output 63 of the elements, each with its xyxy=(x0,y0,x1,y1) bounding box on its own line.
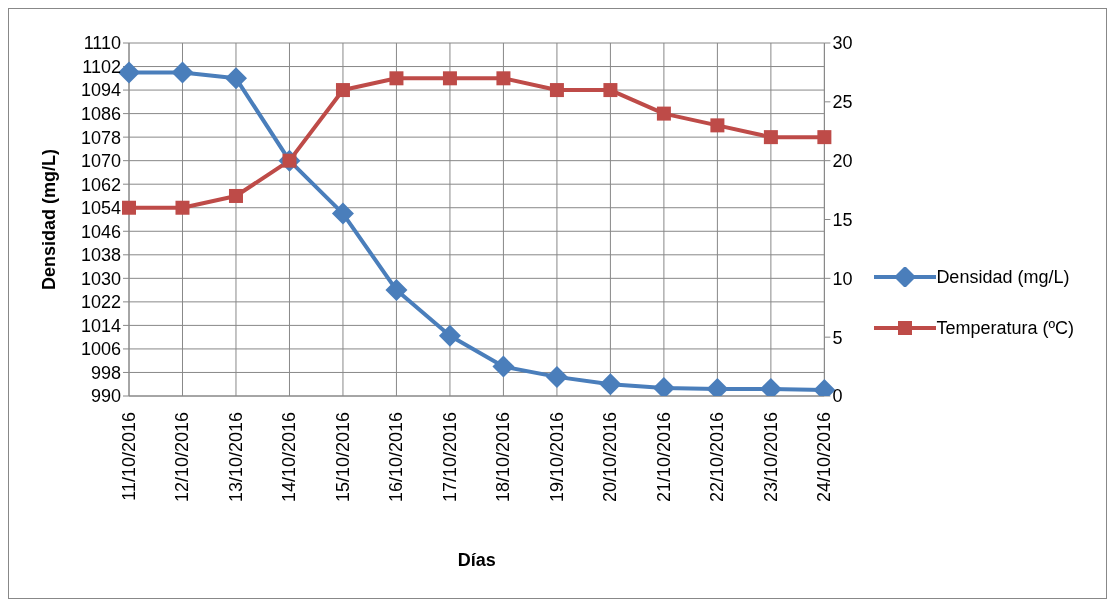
y-tick-label: 1094 xyxy=(80,80,121,101)
point xyxy=(389,71,404,86)
y-tick-label: 1014 xyxy=(80,315,121,336)
x-tick-label: 11/10/2016 xyxy=(119,412,139,501)
y2-tick-label: 10 xyxy=(832,268,853,289)
point xyxy=(228,188,243,203)
x-tick-label: 18/10/2016 xyxy=(493,412,514,503)
y-tick-label: 1046 xyxy=(80,221,121,242)
legend-label: Densidad (mg/L) xyxy=(936,266,1070,288)
point xyxy=(817,130,832,145)
x-tick-label: 22/10/2016 xyxy=(707,412,728,503)
y-tick-label: 1086 xyxy=(80,103,121,124)
y-tick-label: 990 xyxy=(90,386,121,407)
y2-tick-label: 30 xyxy=(832,33,853,54)
y-tick-label: 1022 xyxy=(80,292,121,313)
x-tick-label: 15/10/2016 xyxy=(332,412,353,503)
legend-label: Temperatura (ºC) xyxy=(936,317,1074,339)
y-tick-label: 1062 xyxy=(80,174,121,195)
y-tick-label: 1006 xyxy=(80,339,121,360)
x-tick-label: 13/10/2016 xyxy=(225,412,246,503)
y-tick-label: 1030 xyxy=(80,268,121,289)
point xyxy=(175,200,190,215)
point xyxy=(603,83,618,98)
x-tick-label: 24/10/2016 xyxy=(814,412,835,503)
x-tick-label: 14/10/2016 xyxy=(279,412,300,503)
point xyxy=(656,106,671,121)
x-tick-label: 21/10/2016 xyxy=(653,412,674,503)
point xyxy=(442,71,457,86)
x-tick-label: 23/10/2016 xyxy=(760,412,781,503)
y2-tick-label: 20 xyxy=(832,151,853,172)
point xyxy=(224,67,247,90)
point xyxy=(545,365,568,388)
y2-tick-label: 0 xyxy=(832,386,843,407)
y-tick-label: 1038 xyxy=(80,245,121,266)
y2-tick-label: 15 xyxy=(832,209,853,230)
y-tick-label: 1102 xyxy=(82,56,121,77)
point xyxy=(599,373,622,396)
x-tick-label: 12/10/2016 xyxy=(172,412,193,503)
x-tick-label: 17/10/2016 xyxy=(439,412,460,503)
point xyxy=(171,61,194,84)
y2-tick-label: 5 xyxy=(832,327,843,348)
point xyxy=(763,130,778,145)
y-tick-label: 1070 xyxy=(80,151,121,172)
point xyxy=(710,118,725,133)
point xyxy=(335,83,350,98)
point xyxy=(496,71,511,86)
y-tick-label: 1078 xyxy=(80,127,121,148)
x-axis-title: Días xyxy=(457,550,496,570)
x-tick-label: 19/10/2016 xyxy=(546,412,567,503)
point xyxy=(122,200,136,215)
point xyxy=(492,355,515,378)
point xyxy=(438,324,461,347)
y-tick-label: 1054 xyxy=(80,198,121,219)
y2-tick-label: 25 xyxy=(832,92,853,113)
point xyxy=(549,83,564,98)
point xyxy=(118,61,140,84)
y-axis-title: Densidad (mg/L) xyxy=(39,148,60,291)
point xyxy=(385,279,408,302)
point xyxy=(331,202,354,225)
y-tick-label: 998 xyxy=(90,362,121,383)
y-tick-label: 1110 xyxy=(83,33,121,54)
x-tick-label: 16/10/2016 xyxy=(386,412,407,503)
x-tick-label: 20/10/2016 xyxy=(600,412,621,503)
